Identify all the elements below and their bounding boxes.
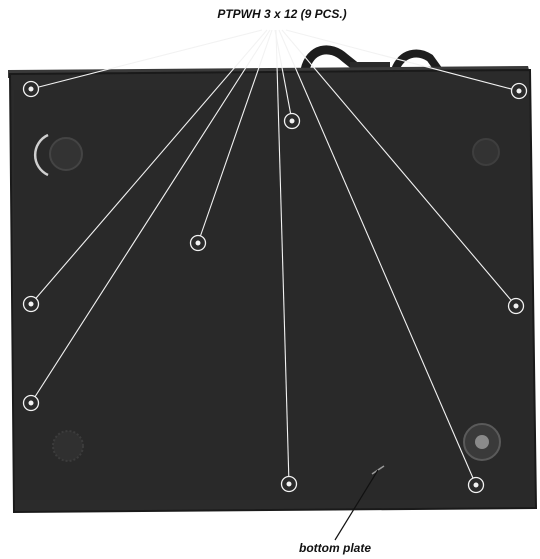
bottom-plate-label: bottom plate <box>299 541 371 555</box>
rear-cable <box>300 45 444 75</box>
screw-lower-left <box>22 394 40 412</box>
screw-top-center <box>283 112 301 130</box>
foot-bottom-right <box>463 423 501 461</box>
screw-bottom-center <box>280 475 298 493</box>
foot-bottom-left <box>52 430 84 462</box>
screw-inner-left <box>189 234 207 252</box>
screw-middle-right <box>507 297 525 315</box>
bottom-plate-leader-line <box>334 469 379 541</box>
screw-callout-label: PTPWH 3 x 12 (9 PCS.) <box>217 7 346 21</box>
screw-middle-left <box>22 295 40 313</box>
foot-top-left <box>33 133 83 177</box>
foot-top-right <box>472 138 500 166</box>
plate-shading <box>14 90 530 500</box>
screw-top-left <box>22 80 40 98</box>
screw-leader-lines <box>30 29 520 486</box>
screw-bottom-right <box>467 476 485 494</box>
screw-top-right <box>510 82 528 100</box>
bottom-plate <box>8 68 538 514</box>
